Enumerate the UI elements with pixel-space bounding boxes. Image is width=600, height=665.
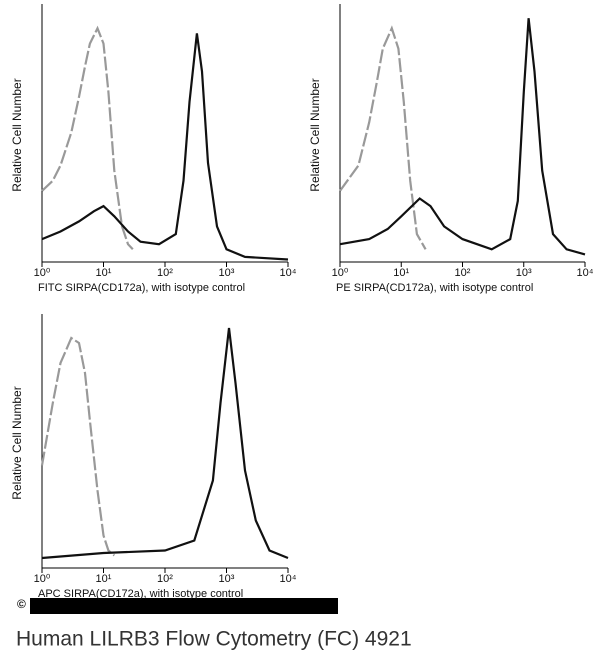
y-axis-label: Relative Cell Number bbox=[10, 386, 24, 499]
x-tick-label: 10⁴ bbox=[577, 267, 594, 279]
x-tick-label: 10³ bbox=[219, 573, 235, 585]
x-tick-label: 10¹ bbox=[393, 267, 409, 279]
histogram-line bbox=[40, 336, 116, 557]
x-tick-label: 10⁰ bbox=[34, 573, 51, 585]
x-tick-label: 10⁴ bbox=[280, 267, 297, 279]
x-tick-label: 10⁰ bbox=[34, 267, 51, 279]
x-axis-label: PE SIRPA(CD172a), with isotype control bbox=[336, 282, 533, 294]
x-axis-label: APC SIRPA(CD172a), with isotype control bbox=[38, 588, 243, 600]
x-tick-label: 10¹ bbox=[96, 573, 112, 585]
x-tick-label: 10² bbox=[157, 573, 173, 585]
x-tick-label: 10³ bbox=[516, 267, 532, 279]
x-tick-label: 10¹ bbox=[96, 267, 112, 279]
y-axis-label: Relative Cell Number bbox=[308, 78, 322, 191]
histogram-line bbox=[41, 25, 134, 251]
x-tick-label: 10⁰ bbox=[332, 267, 349, 279]
histogram-line bbox=[41, 327, 289, 560]
x-tick-label: 10² bbox=[455, 267, 471, 279]
copyright: © bbox=[17, 597, 26, 611]
x-axis-label: FITC SIRPA(CD172a), with isotype control bbox=[38, 282, 245, 294]
x-tick-label: 10⁴ bbox=[280, 573, 297, 585]
histogram-line bbox=[339, 25, 427, 250]
histogram-line bbox=[339, 18, 586, 256]
x-tick-label: 10² bbox=[157, 267, 173, 279]
redaction-bar bbox=[30, 598, 338, 614]
histogram-line bbox=[41, 33, 289, 261]
y-axis-label: Relative Cell Number bbox=[10, 78, 24, 191]
x-tick-label: 10³ bbox=[219, 267, 235, 279]
caption: Human LILRB3 Flow Cytometry (FC) 4921 bbox=[16, 628, 412, 651]
